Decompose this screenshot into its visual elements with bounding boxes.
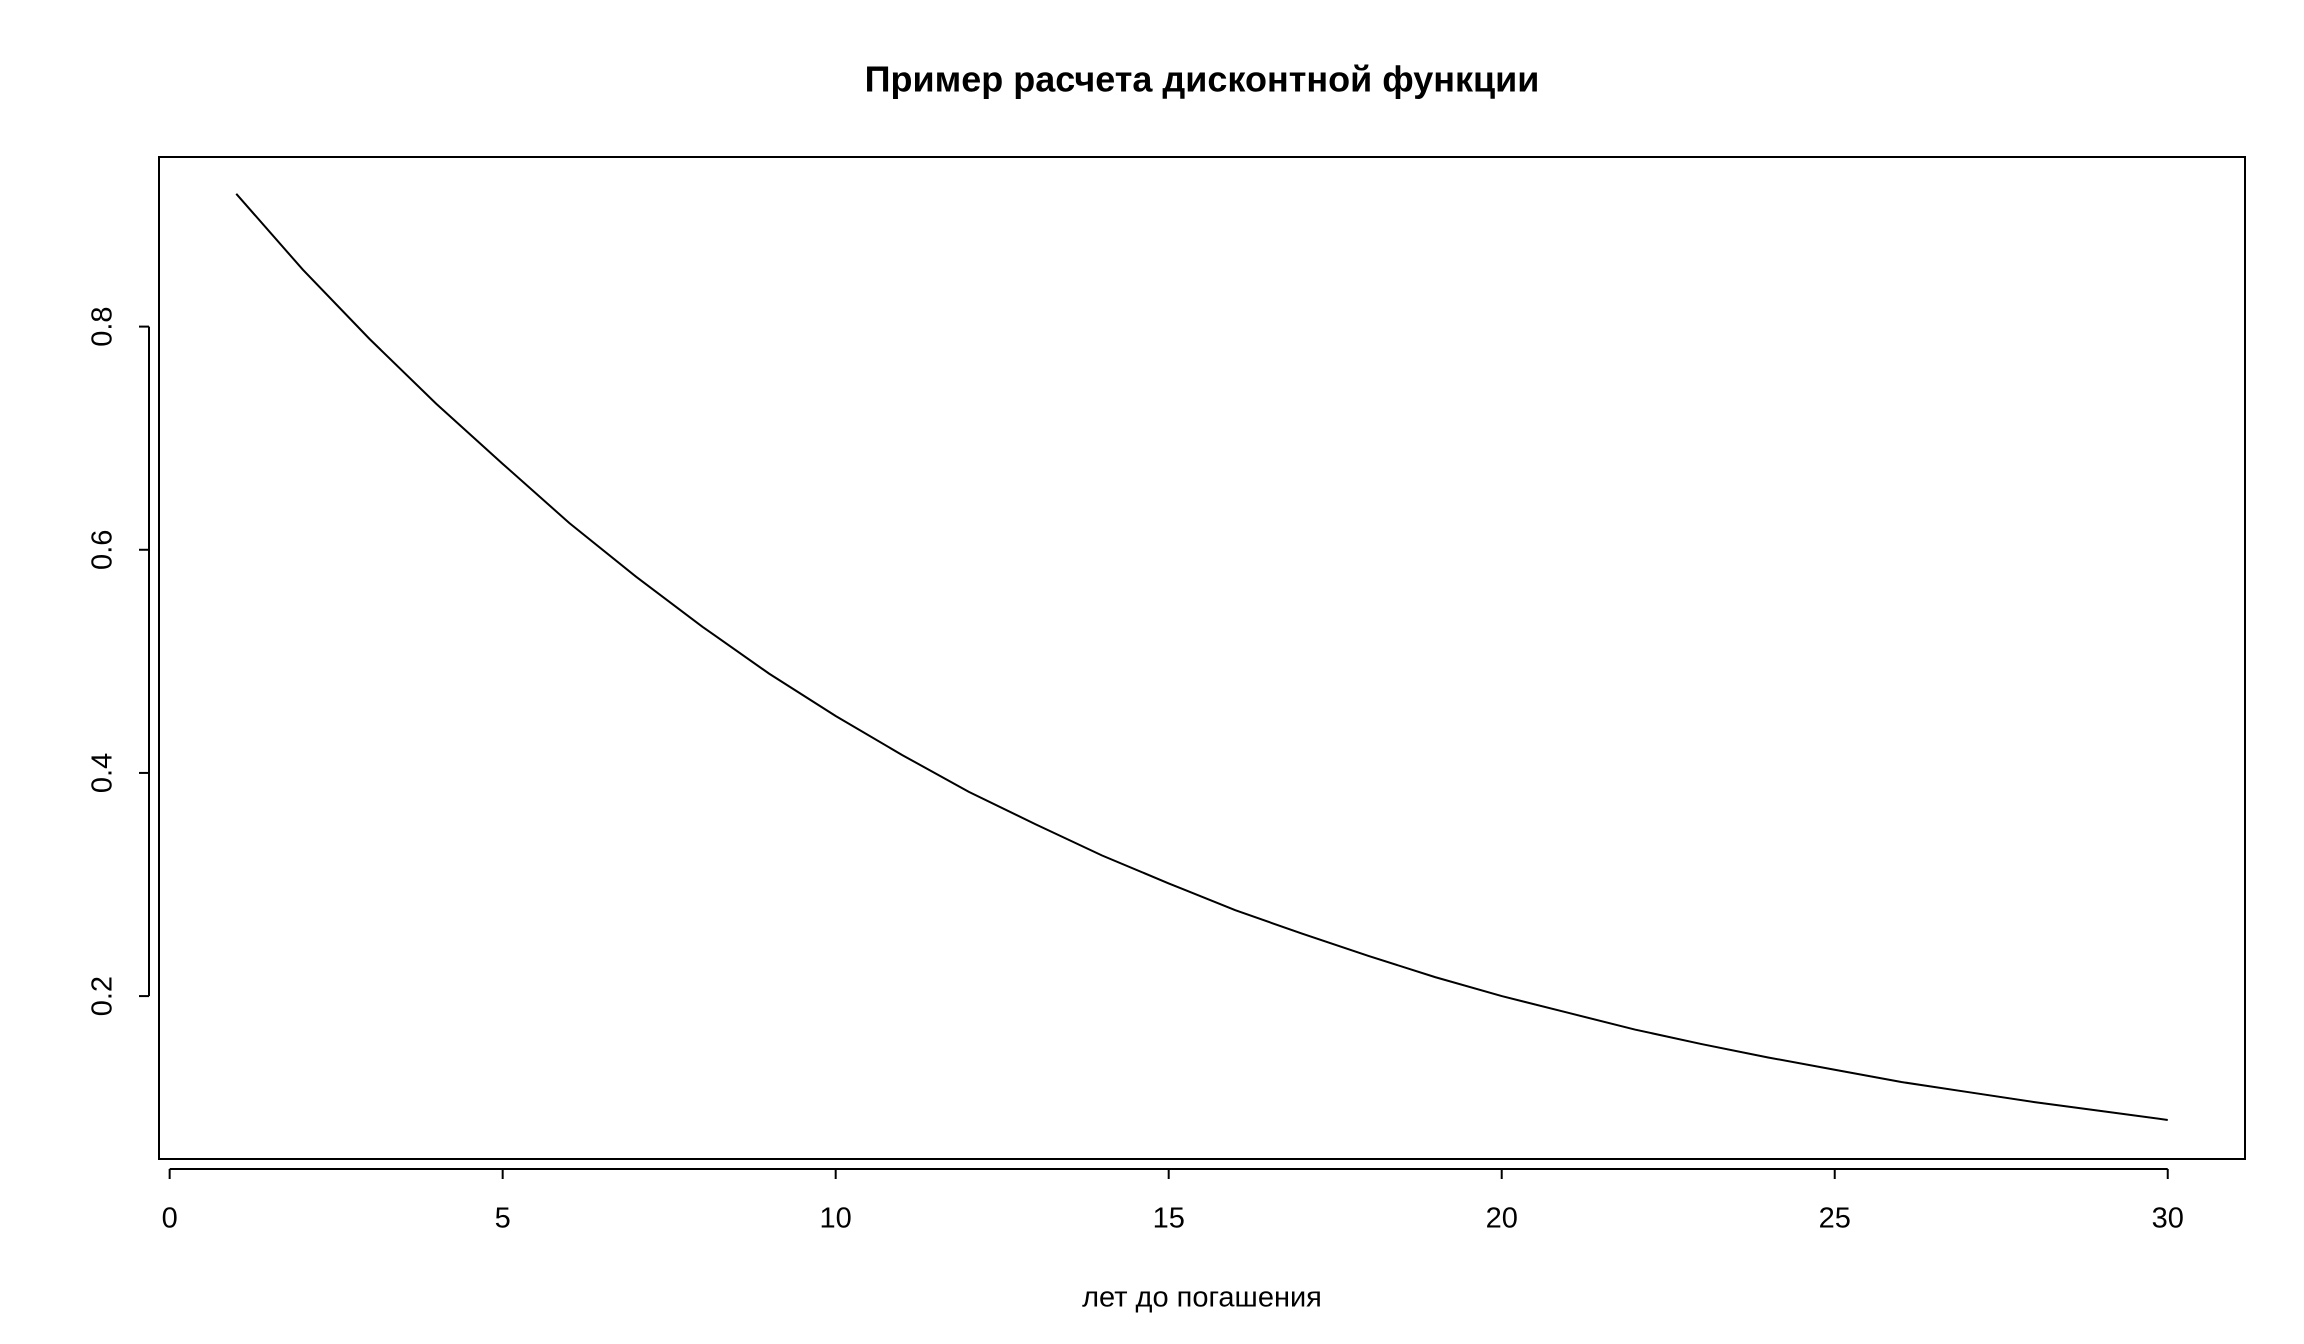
x-tick-label: 5 — [495, 1203, 511, 1235]
x-tick-label: 0 — [162, 1203, 178, 1235]
y-tick-label: 0.4 — [87, 753, 119, 793]
x-tick-label: 10 — [820, 1203, 852, 1235]
x-tick-label: 15 — [1153, 1203, 1185, 1235]
y-tick-label: 0.8 — [87, 306, 119, 346]
y-tick-label: 0.2 — [87, 976, 119, 1016]
data-line — [235, 193, 2168, 1121]
plot-frame — [158, 156, 2246, 1160]
x-tick-label: 30 — [2152, 1203, 2184, 1235]
x-tick-label: 20 — [1486, 1203, 1518, 1235]
x-axis-label: лет до погашения — [1082, 1282, 1322, 1314]
chart-title: Пример расчета дисконтной функции — [865, 59, 1540, 100]
x-tick-label: 25 — [1819, 1203, 1851, 1235]
y-tick-label: 0.6 — [87, 530, 119, 570]
